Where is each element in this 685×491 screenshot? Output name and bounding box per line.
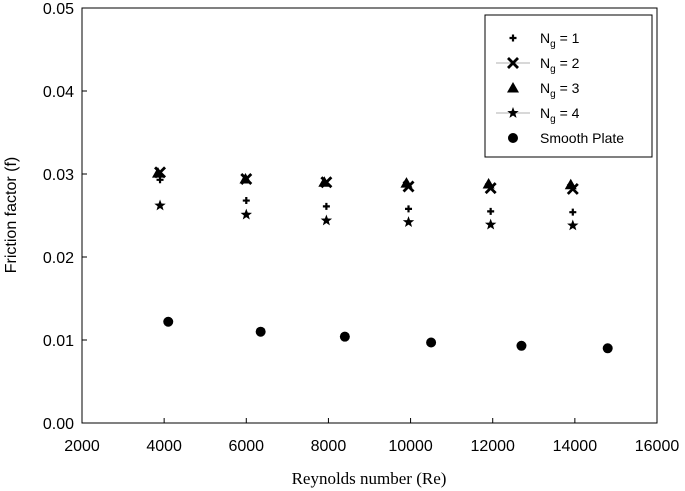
data-point — [426, 337, 437, 348]
data-point — [484, 218, 497, 230]
x-axis-title: Reynolds number (Re) — [292, 469, 447, 488]
legend-label: Ng = 2 — [540, 55, 580, 75]
y-axis: 0.00 0.01 0.02 0.03 0.04 0.05 — [43, 1, 87, 433]
series-5 — [163, 316, 613, 354]
legend-marker — [509, 34, 517, 42]
y-tick-label: 0.01 — [43, 333, 74, 350]
data-point — [339, 331, 350, 342]
legend-label: Ng = 4 — [540, 105, 580, 125]
data-point — [602, 343, 613, 354]
legend-marker — [508, 133, 518, 143]
data-point — [400, 177, 413, 188]
y-tick-label: 0.02 — [43, 250, 74, 267]
y-tick-label: 0.04 — [43, 84, 74, 101]
y-tick-label: 0.00 — [43, 416, 74, 433]
series-4 — [154, 199, 579, 231]
x-axis: 2000 4000 6000 8000 10000 12000 14000 16000 — [64, 418, 679, 455]
x-tick-label: 12000 — [470, 438, 515, 455]
legend-item: Ng = 2 — [496, 55, 580, 75]
series-3 — [151, 167, 577, 190]
legend-label: Ng = 3 — [540, 80, 580, 100]
y-tick-label: 0.03 — [43, 167, 74, 184]
data-point — [482, 177, 495, 189]
x-tick-label: 14000 — [553, 438, 598, 455]
data-point — [255, 326, 266, 337]
legend-marker — [507, 82, 519, 93]
data-point — [239, 172, 252, 184]
legend-label: Ng = 1 — [540, 30, 580, 50]
x-tick-label: 16000 — [635, 438, 680, 455]
data-point — [322, 202, 330, 210]
y-axis-title: Friction factor (f) — [3, 157, 20, 273]
data-point — [402, 216, 415, 227]
data-point — [320, 214, 333, 226]
data-markers — [151, 166, 613, 354]
data-point — [240, 208, 252, 220]
legend-item: Ng = 3 — [507, 80, 580, 100]
legend-item: Smooth Plate — [508, 130, 624, 146]
legend-marker — [507, 107, 519, 118]
x-tick-label: 8000 — [311, 438, 347, 455]
data-point — [487, 207, 495, 215]
data-point — [154, 199, 166, 211]
series-1 — [156, 176, 577, 216]
x-tick-label: 6000 — [228, 438, 264, 455]
x-tick-label: 4000 — [146, 438, 182, 455]
data-point — [564, 178, 577, 190]
x-tick-label: 2000 — [64, 438, 100, 455]
x-tick-label: 10000 — [388, 438, 433, 455]
legend: Ng = 1 Ng = 2 Ng = 3 Ng = 4 Smooth Plate — [484, 14, 653, 158]
data-point — [405, 205, 413, 213]
legend-item: Ng = 4 — [496, 105, 580, 125]
data-point — [163, 316, 174, 327]
data-point — [242, 197, 250, 205]
data-point — [516, 340, 527, 351]
legend-item: Ng = 1 — [509, 30, 580, 50]
legend-marker — [507, 57, 519, 69]
data-point — [569, 208, 577, 216]
y-tick-label: 0.05 — [43, 1, 74, 18]
data-point — [567, 219, 579, 231]
legend-label: Smooth Plate — [540, 130, 624, 146]
data-point — [151, 167, 164, 178]
data-point — [318, 176, 331, 187]
